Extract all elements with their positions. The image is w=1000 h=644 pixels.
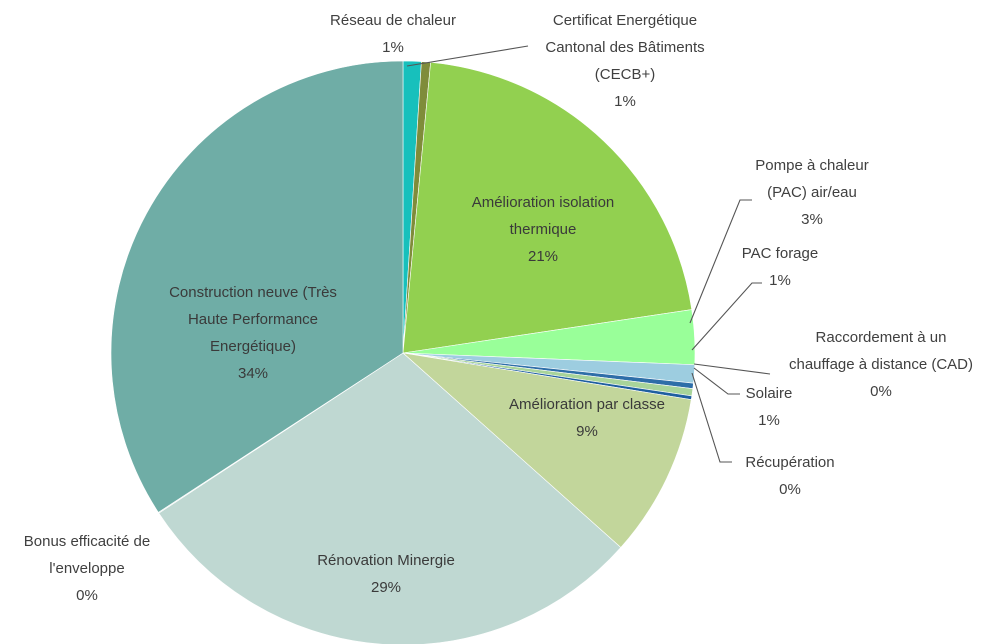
label-amelioration-isolation-line-0: Amélioration isolation — [472, 194, 615, 211]
label-reseau-de-chaleur: Réseau de chaleur 1% — [330, 12, 456, 56]
label-cecb-line-1: Cantonal des Bâtiments — [545, 39, 704, 56]
label-construction-neuve-line-1: Haute Performance — [188, 311, 318, 328]
label-renovation-minergie-line-0: Rénovation Minergie — [317, 552, 455, 569]
label-bonus-enveloppe-line-1: l'enveloppe — [49, 560, 124, 577]
label-cecb: Certificat Energétique Cantonal des Bâtim… — [545, 12, 704, 110]
label-recuperation-line-0: Récupération — [745, 454, 834, 471]
label-recuperation-line-1: 0% — [779, 481, 801, 498]
label-bonus-enveloppe-line-0: Bonus efficacité de — [24, 533, 150, 550]
label-reseau-de-chaleur-line-1: 1% — [382, 39, 404, 56]
leader-line-cad — [694, 364, 770, 374]
label-pac-air-eau: Pompe à chaleur (PAC) air/eau 3% — [755, 157, 868, 228]
label-construction-neuve-line-0: Construction neuve (Très — [169, 284, 337, 301]
label-pac-air-eau-line-1: (PAC) air/eau — [767, 184, 857, 201]
label-pac-forage: PAC forage 1% — [742, 245, 818, 289]
label-cecb-line-2: (CECB+) — [595, 66, 655, 83]
leader-line-recuperation — [692, 373, 732, 462]
label-construction-neuve-line-2: Energétique) — [210, 338, 296, 355]
label-construction-neuve-line-3: 34% — [238, 365, 268, 382]
label-pac-air-eau-line-0: Pompe à chaleur — [755, 157, 868, 174]
label-cad-line-2: 0% — [870, 383, 892, 400]
label-amelioration-par-classe-line-1: 9% — [576, 423, 598, 440]
label-solaire-line-0: Solaire — [746, 385, 793, 402]
leader-line-cecb — [407, 46, 528, 66]
label-pac-forage-line-1: 1% — [769, 272, 791, 289]
label-cad-line-0: Raccordement à un — [816, 329, 947, 346]
label-solaire-line-1: 1% — [758, 412, 780, 429]
label-cad-line-1: chauffage à distance (CAD) — [789, 356, 973, 373]
label-recuperation: Récupération 0% — [745, 454, 834, 498]
label-cecb-line-3: 1% — [614, 93, 636, 110]
label-pac-air-eau-line-2: 3% — [801, 211, 823, 228]
leader-line-solaire — [694, 368, 740, 394]
label-amelioration-isolation-line-2: 21% — [528, 248, 558, 265]
label-renovation-minergie-line-1: 29% — [371, 579, 401, 596]
label-cad: Raccordement à un chauffage à distance (C… — [789, 329, 973, 400]
label-amelioration-isolation-line-1: thermique — [510, 221, 577, 238]
label-solaire: Solaire 1% — [746, 385, 793, 429]
label-amelioration-par-classe-line-0: Amélioration par classe — [509, 396, 665, 413]
label-pac-forage-line-0: PAC forage — [742, 245, 818, 262]
label-reseau-de-chaleur-line-0: Réseau de chaleur — [330, 12, 456, 29]
label-cecb-line-0: Certificat Energétique — [553, 12, 697, 29]
label-bonus-enveloppe-line-2: 0% — [76, 587, 98, 604]
label-bonus-enveloppe: Bonus efficacité de l'enveloppe 0% — [24, 533, 150, 604]
